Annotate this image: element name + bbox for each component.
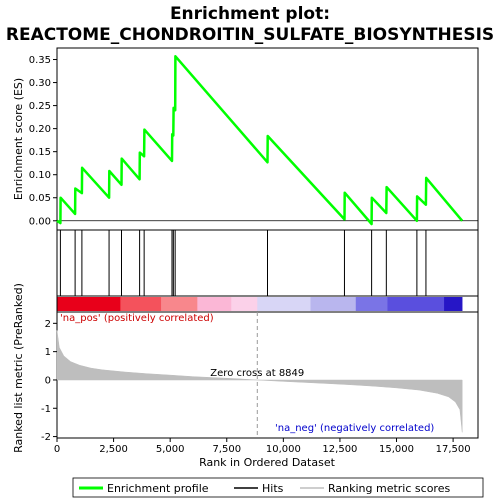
negative-correlation-label: 'na_neg' (negatively correlated) (275, 423, 434, 434)
positive-correlation-label: 'na_pos' (positively correlated) (60, 313, 214, 324)
legend-metric-label: Ranking metric scores (328, 482, 450, 495)
metric-x-ticks: 0 2,500 5,000 7,500 10,000 12,500 15,000 17,500 (54, 438, 471, 455)
x-tick-label: 7,500 (212, 444, 241, 455)
color-bar-segment (197, 297, 232, 311)
x-tick-label: 10,000 (266, 444, 301, 455)
chart-title-line2: REACTOME_CHONDROITIN_SULFATE_BIOSYNTHESI… (6, 25, 494, 45)
color-bar-segment (120, 297, 162, 311)
es-y-tick-label: 0.30 (29, 78, 51, 89)
es-y-axis-label: Enrichment score (ES) (12, 78, 25, 200)
x-tick-label: 17,500 (436, 444, 471, 455)
color-bar-segment (387, 297, 445, 311)
x-axis-label: Rank in Ordered Dataset (199, 456, 336, 469)
legend: Enrichment profile Hits Ranking metric s… (72, 477, 484, 498)
metric-panel: Zero cross at 8849 'na_pos' (positively … (12, 283, 479, 469)
chart-title-line1: Enrichment plot: (170, 4, 330, 24)
zero-cross-label: Zero cross at 8849 (210, 368, 304, 379)
x-tick-label: 2,500 (99, 444, 128, 455)
metric-y-ticks: -2 -1 0 1 2 (41, 319, 57, 443)
legend-frame (72, 477, 484, 498)
es-y-tick-label: 0.25 (29, 101, 51, 112)
color-bar-segment (444, 297, 463, 311)
x-tick-label: 15,000 (379, 444, 414, 455)
metric-y-tick-label: 0 (45, 375, 51, 386)
x-tick-label: 12,500 (322, 444, 357, 455)
es-y-ticks: 0.00 0.05 0.10 0.15 0.20 0.25 0.30 0.35 (29, 55, 57, 227)
legend-hits-label: Hits (262, 482, 284, 495)
color-bar-segment (310, 297, 357, 311)
metric-y-axis-label: Ranked list metric (PreRanked) (12, 283, 25, 453)
es-y-tick-label: 0.15 (29, 147, 51, 158)
es-y-tick-label: 0.00 (29, 216, 51, 227)
metric-y-tick-label: -2 (41, 432, 51, 443)
rank-color-bar (57, 297, 463, 311)
metric-y-tick-label: 2 (45, 319, 51, 330)
enrichment-profile-line (56, 55, 464, 226)
es-y-tick-label: 0.20 (29, 124, 51, 135)
color-bar-segment (231, 297, 258, 311)
hit-lines (59, 230, 427, 296)
color-bar-segment (355, 297, 388, 311)
ranking-metric-area (56, 330, 463, 433)
es-y-tick-label: 0.10 (29, 170, 51, 181)
color-bar-segment (257, 297, 311, 311)
x-tick-label: 0 (54, 444, 60, 455)
hits-panel (56, 229, 479, 297)
legend-enrichment-label: Enrichment profile (107, 482, 209, 495)
color-bar-segment (161, 297, 198, 311)
es-y-tick-label: 0.05 (29, 193, 51, 204)
color-bar-segment (57, 297, 121, 311)
es-panel: 0.00 0.05 0.10 0.15 0.20 0.25 0.30 0.35 Enrichm… (12, 47, 479, 231)
x-tick-label: 5,000 (156, 444, 185, 455)
metric-y-tick-label: 1 (45, 347, 51, 358)
metric-y-tick-label: -1 (41, 404, 51, 415)
es-y-tick-label: 0.35 (29, 55, 51, 66)
